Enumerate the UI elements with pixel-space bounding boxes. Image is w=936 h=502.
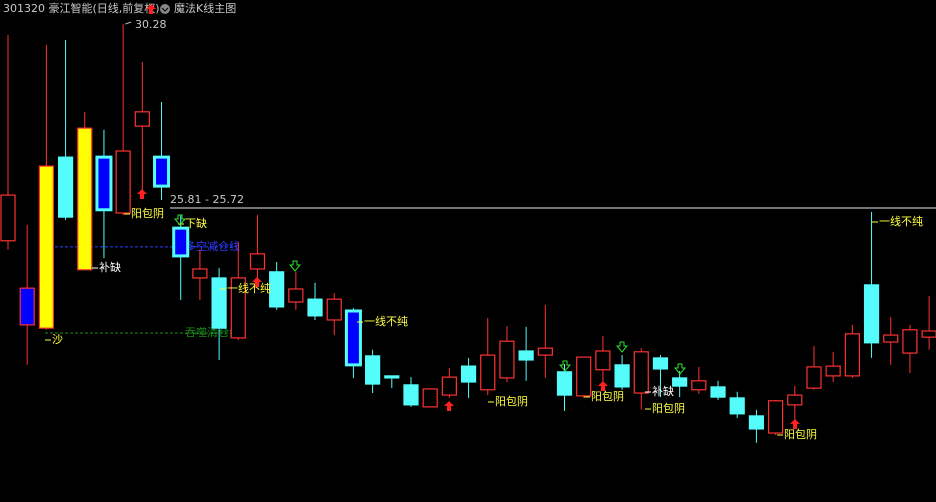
candle-body [844,333,860,377]
candle-body [576,356,592,397]
high-label: 30.28 [135,18,167,31]
annotation: 阳包阴 [784,428,817,441]
candle-body [806,366,822,389]
level-label: 多空减仓线 [185,239,240,253]
sell-arrow [288,260,302,272]
annotation: 补缺 [99,260,121,274]
sell-arrow [615,341,629,353]
indicator-title[interactable]: 魔法K线主图 [174,1,236,15]
candle-body [460,365,477,383]
annotation: 阳包阴 [652,402,685,415]
candle-body [365,355,381,385]
candle-body [95,155,113,212]
candle-body [863,284,880,344]
candle-body [633,351,649,394]
candle-body [672,377,688,387]
annotation: 一线不纯 [364,314,408,328]
candle-body [307,298,323,317]
candle-body [767,400,784,434]
buy-arrow [790,419,800,429]
candle-body [249,253,266,270]
menu-icon[interactable] [160,4,170,14]
range-label: 25.81 - 25.72 [170,193,244,206]
candle-body [192,268,208,279]
up-icon [146,4,156,14]
candle-body [518,350,534,361]
candle-body [57,156,74,218]
high-pointer [124,21,132,25]
annotation: 阳包阴 [495,395,528,408]
candle-body [384,375,400,379]
candle-body [499,340,515,379]
annotation: 阳包阴 [591,390,624,403]
candle-body [691,380,707,391]
buy-arrow [252,277,262,287]
candle-body [134,111,150,127]
candle-body [38,165,54,329]
candle-body [614,364,630,388]
candle-body [153,155,171,188]
annotation: 下缺 [185,216,207,230]
candle-body [441,376,457,396]
annotation: 一线不纯 [227,281,271,295]
candle-body [344,309,362,367]
candle-body [115,150,131,214]
candle-body [595,350,611,371]
candle-body [288,288,304,303]
buy-arrow [137,189,147,199]
candle-body [729,397,745,415]
candle-body [556,371,573,396]
candle-body [787,394,803,406]
annotation: 补缺 [652,384,674,398]
candle-body [710,386,726,398]
candle-body [403,384,419,406]
candle-body [921,330,936,338]
menu-chevron [161,7,169,12]
symbol-title: 301320 豪江智能(日线,前复权) [3,1,160,15]
candle-body [19,287,35,326]
annotation: 阳包阴 [131,207,164,220]
annotation: 沙 [52,333,63,346]
candle-body [902,329,918,354]
candle-body [748,415,765,430]
candle-body [77,127,93,271]
sell-arrow [558,360,572,372]
candle-body [0,194,16,242]
candle-body [326,298,342,321]
candle-body [211,277,227,329]
candle-body [269,271,285,308]
buy-arrow [598,381,608,391]
buy-arrow [444,401,454,411]
sell-arrow [673,363,687,375]
candle-body [172,226,190,258]
candle-body [537,347,553,356]
candle-body [652,357,669,370]
candle-body [883,334,899,343]
candle-body [422,388,438,408]
sell-arrow [173,214,187,226]
candle-body [480,354,496,391]
candle-body [230,277,246,339]
annotation: 一线不纯 [879,214,923,228]
candle-body [825,365,841,377]
